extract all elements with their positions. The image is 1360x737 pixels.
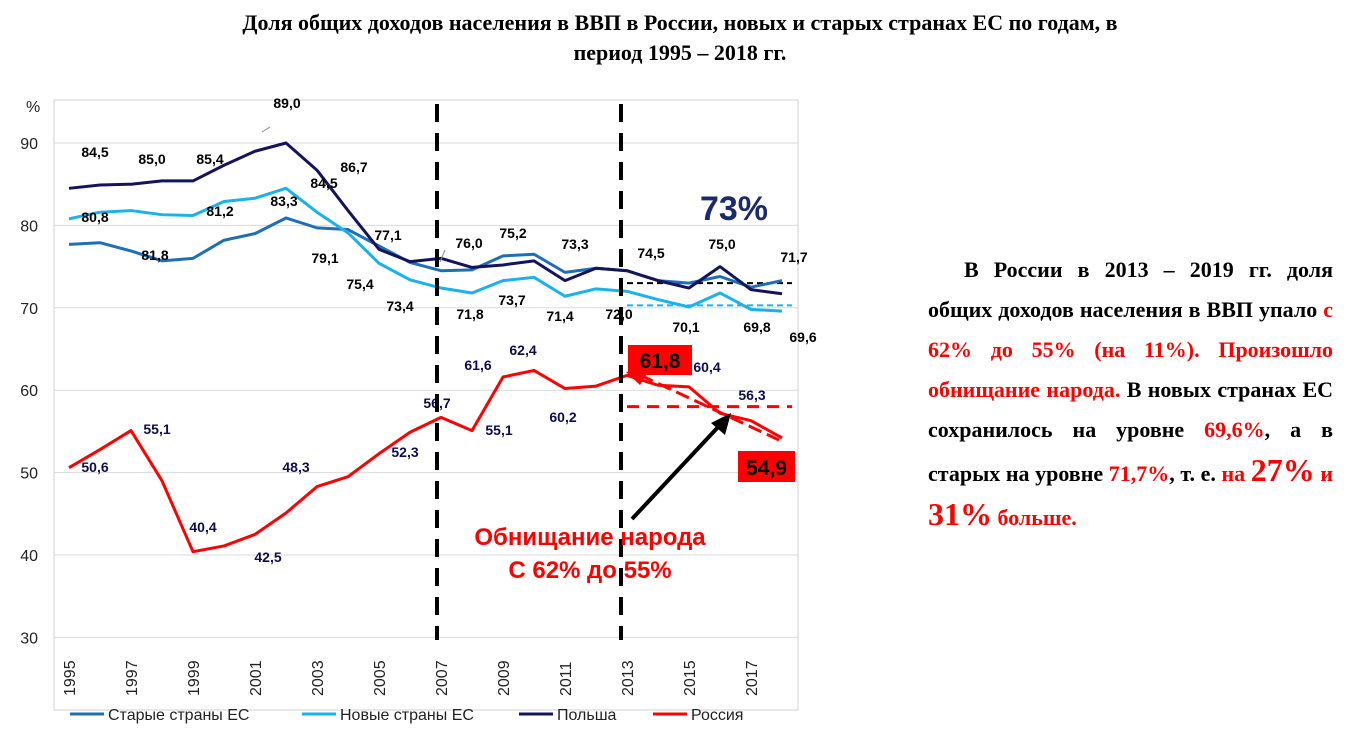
data-label: 62,4 bbox=[509, 342, 536, 358]
y-tick-label: 30 bbox=[20, 630, 38, 647]
y-tick-label: 50 bbox=[20, 466, 38, 483]
y-axis-label: % bbox=[26, 99, 40, 116]
x-tick-label: 1999 bbox=[186, 660, 203, 696]
data-label: 50,6 bbox=[81, 459, 108, 475]
data-label: 52,3 bbox=[391, 444, 418, 460]
highlight-box bbox=[628, 345, 692, 375]
callout-73-percent: 73% bbox=[700, 190, 768, 228]
data-label: 76,0 bbox=[455, 235, 482, 251]
legend-label: Старые страны ЕС bbox=[108, 707, 249, 724]
title-line-2: период 1995 – 2018 гг. bbox=[573, 40, 787, 65]
data-label: 61,6 bbox=[464, 357, 491, 373]
data-label: 70,1 bbox=[672, 319, 699, 335]
data-label: 60,4 bbox=[693, 359, 720, 375]
trend-arrow-line bbox=[639, 373, 780, 442]
data-label: 83,3 bbox=[270, 193, 297, 209]
data-label: 48,3 bbox=[282, 459, 309, 475]
data-label: 75,4 bbox=[346, 276, 373, 292]
side-text-1: В России в 2013 – 2019 гг. доля общих до… bbox=[928, 257, 1333, 322]
data-label: 85,0 bbox=[138, 151, 165, 167]
highlight-box bbox=[738, 451, 795, 482]
callout-arrow-head bbox=[711, 413, 731, 435]
highlight-box-label: 54,9 bbox=[746, 457, 787, 480]
data-label: 85,4 bbox=[196, 151, 223, 167]
side-text-russia-drop: с 62% до 55% (на 11%). Произошло обнищан… bbox=[928, 297, 1333, 402]
trend-arrow-head bbox=[626, 372, 648, 385]
callout-text-line-1: Обнищание народа bbox=[474, 524, 706, 551]
data-label: 71,4 bbox=[546, 308, 573, 324]
x-tick-label: 2007 bbox=[434, 660, 451, 696]
side-text-new-eu-value: 69,6% bbox=[1204, 417, 1265, 442]
x-tick-label: 1995 bbox=[62, 660, 79, 696]
x-tick-label: 2015 bbox=[682, 660, 699, 696]
data-label: 55,1 bbox=[485, 422, 512, 438]
side-text-2: В новых странах ЕС сохранилось на уровне bbox=[928, 377, 1333, 442]
series-line bbox=[68, 141, 783, 296]
data-label: 89,0 bbox=[273, 95, 300, 111]
data-label: 73,3 bbox=[561, 236, 588, 252]
side-commentary: В России в 2013 – 2019 гг. доля общих до… bbox=[928, 250, 1333, 538]
callout-text-line-2: С 62% до 55% bbox=[508, 557, 671, 584]
x-tick-label: 2013 bbox=[620, 660, 637, 696]
x-tick-label: 2011 bbox=[558, 661, 575, 696]
side-text-27-percent: 27% bbox=[1250, 452, 1315, 488]
data-label: 42,5 bbox=[254, 549, 281, 565]
side-text-31-percent: 31% bbox=[928, 496, 992, 532]
data-label: 40,4 bbox=[189, 519, 216, 535]
data-label: 79,1 bbox=[311, 250, 338, 266]
series-line bbox=[68, 216, 783, 289]
callout-arrow-line bbox=[630, 423, 722, 521]
highlight-box-label: 61,8 bbox=[640, 350, 681, 373]
legend-label: Новые страны ЕС bbox=[340, 707, 474, 724]
data-label: 69,6 bbox=[789, 329, 816, 345]
leader-line bbox=[261, 126, 271, 133]
y-tick-label: 60 bbox=[20, 383, 38, 400]
data-label: 81,2 bbox=[206, 203, 233, 219]
data-label: 84,5 bbox=[310, 175, 337, 191]
data-label: 80,8 bbox=[81, 209, 108, 225]
data-label: 73,4 bbox=[386, 298, 413, 314]
data-label: 81,8 bbox=[141, 247, 168, 263]
title-line-1: Доля общих доходов населения в ВВП в Рос… bbox=[242, 10, 1118, 35]
data-label: 56,3 bbox=[738, 387, 765, 403]
y-tick-label: 40 bbox=[20, 548, 38, 565]
side-text-6: и bbox=[1314, 461, 1334, 486]
side-text-7: больше. bbox=[992, 505, 1077, 530]
data-label: 71,7 bbox=[780, 249, 807, 265]
series-line bbox=[68, 186, 783, 313]
side-text-3: , а в старых на уровне bbox=[928, 417, 1333, 486]
legend-label: Россия bbox=[691, 707, 743, 724]
x-tick-label: 2005 bbox=[372, 660, 389, 696]
x-tick-label: 2001 bbox=[248, 660, 265, 696]
data-label: 55,1 bbox=[143, 421, 170, 437]
plot-frame bbox=[53, 99, 799, 711]
data-label: 60,2 bbox=[549, 409, 576, 425]
leader-line bbox=[439, 249, 446, 263]
x-tick-label: 2009 bbox=[496, 660, 513, 696]
page-title: Доля общих доходов населения в ВВП в Рос… bbox=[0, 8, 1360, 68]
data-label: 75,0 bbox=[708, 236, 735, 252]
y-tick-label: 90 bbox=[20, 136, 38, 153]
line-chart: 30 40 50 60 70 80 90% 1995 1997 1999 2001 2003 2005 2… bbox=[20, 95, 817, 724]
data-label: 86,7 bbox=[340, 159, 367, 175]
x-tick-label: 2003 bbox=[310, 660, 327, 696]
side-text-4: , т. е. bbox=[1169, 461, 1222, 486]
y-tick-label: 70 bbox=[20, 301, 38, 318]
data-label: 77,1 bbox=[374, 227, 401, 243]
side-text-5: на bbox=[1221, 461, 1251, 486]
legend-label: Польша bbox=[557, 707, 617, 724]
data-label: 69,8 bbox=[743, 319, 770, 335]
data-label: 74,5 bbox=[637, 245, 664, 261]
data-label: 75,2 bbox=[499, 225, 526, 241]
data-label: 71,8 bbox=[456, 306, 483, 322]
data-label: 73,7 bbox=[498, 292, 525, 308]
x-tick-label: 1997 bbox=[124, 660, 141, 696]
y-tick-label: 80 bbox=[20, 218, 38, 235]
side-text-old-eu-value: 71,7% bbox=[1108, 461, 1170, 486]
x-tick-label: 2017 bbox=[744, 660, 761, 696]
data-label: 84,5 bbox=[81, 144, 108, 160]
